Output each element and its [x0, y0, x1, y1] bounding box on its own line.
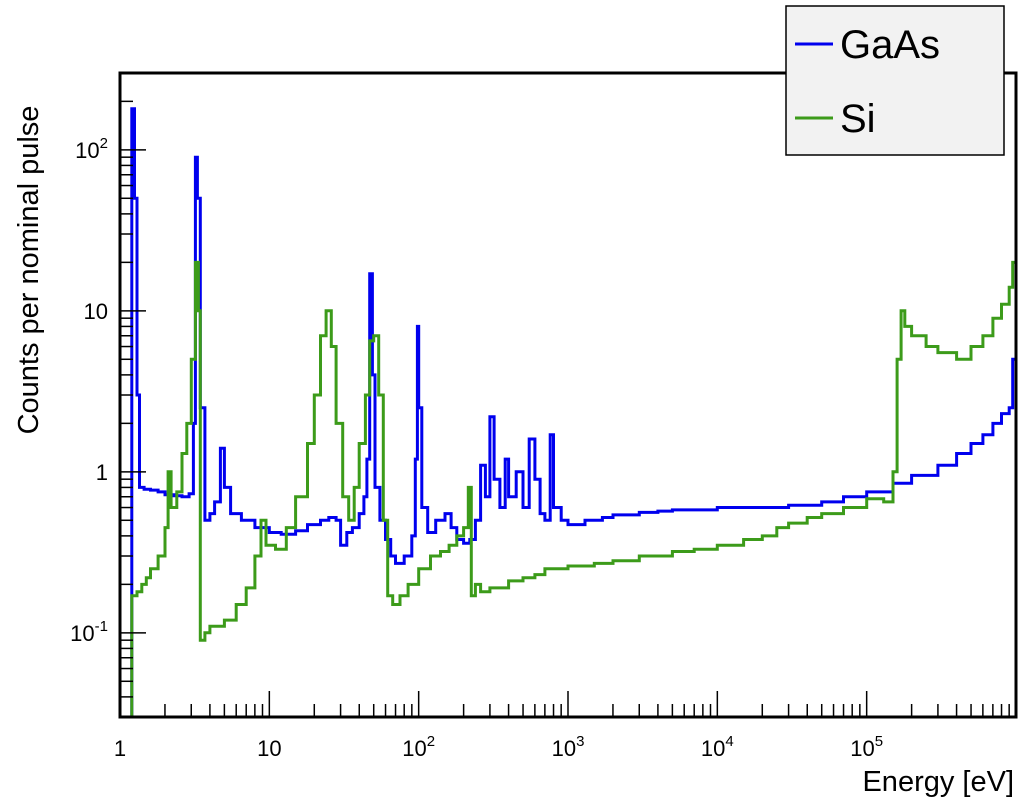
- legend-label-si: Si: [840, 97, 876, 141]
- x-tick-label: 104: [701, 733, 734, 761]
- x-tick-label: 102: [402, 733, 435, 761]
- y-tick-label: 1: [96, 460, 108, 485]
- y-tick-label: 10-1: [70, 618, 108, 646]
- x-tick-label: 105: [850, 733, 883, 761]
- x-tick-label: 103: [552, 733, 585, 761]
- y-tick-label: 10: [84, 299, 108, 324]
- x-ticks: [119, 691, 1010, 717]
- y-tick-label: 102: [75, 135, 108, 163]
- x-tick-label: 10: [257, 736, 281, 761]
- series-line-si: [127, 249, 1016, 717]
- x-tick-label: 1: [114, 736, 126, 761]
- x-tick-labels: 1 10 102 103 104 105: [114, 733, 883, 761]
- y-axis-title: Counts per nominal pulse: [13, 106, 45, 435]
- y-tick-labels: 10-1 1 10 102: [70, 135, 108, 646]
- x-axis-title: Energy [eV]: [862, 766, 1014, 798]
- series-layer: [125, 107, 1016, 717]
- plot-background: [120, 73, 1016, 717]
- y-ticks: [120, 72, 146, 718]
- legend-box: [785, 5, 1005, 156]
- legend: GaAs Si: [785, 5, 1005, 156]
- legend-label-gaas: GaAs: [840, 23, 940, 67]
